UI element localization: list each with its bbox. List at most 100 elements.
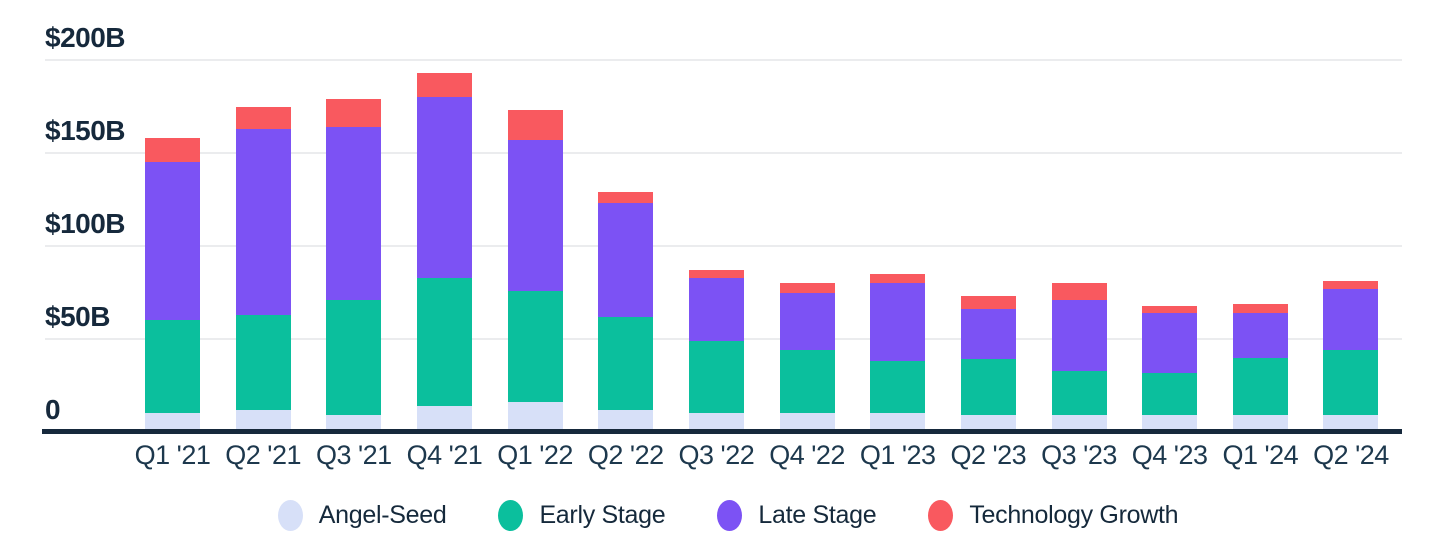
x-axis-line — [42, 429, 1402, 434]
bar-segment-early-stage — [416, 277, 472, 406]
bar-segment-late-stage — [598, 203, 654, 317]
x-axis-tick-label: Q2 '22 — [587, 440, 664, 470]
bar-q3-22 — [688, 270, 744, 432]
bar-segment-late-stage — [779, 292, 835, 351]
x-axis-tick-label: Q2 '23 — [950, 440, 1027, 470]
bar-segment-technology-growth — [416, 73, 472, 98]
bar-segment-late-stage — [1323, 288, 1379, 351]
bar-segment-angel-seed — [326, 415, 382, 432]
bar-q2-22 — [598, 192, 654, 432]
bar-segment-angel-seed — [1051, 415, 1107, 432]
bar-segment-angel-seed — [507, 402, 563, 432]
bar-segment-late-stage — [507, 140, 563, 291]
bar-segment-technology-growth — [1051, 283, 1107, 300]
bar-segment-late-stage — [145, 162, 200, 321]
bar-segment-technology-growth — [598, 192, 654, 204]
legend-item-early-stage: Early Stage — [498, 500, 666, 531]
bar-segment-late-stage — [1051, 299, 1107, 371]
bar-segment-technology-growth — [507, 110, 563, 140]
x-axis-tick-label: Q1 '22 — [497, 440, 573, 470]
bar-segment-late-stage — [326, 126, 382, 300]
bar-segment-early-stage — [1323, 350, 1379, 416]
bar-segment-early-stage — [507, 290, 563, 403]
bar-segment-angel-seed — [235, 409, 291, 432]
bar-q1-23 — [870, 273, 926, 432]
x-axis-tick-label: Q1 '23 — [859, 440, 936, 470]
bar-q2-24 — [1323, 281, 1379, 432]
bar-segment-early-stage — [598, 316, 654, 410]
bar-segment-technology-growth — [1232, 303, 1288, 313]
legend-swatch-icon — [928, 500, 954, 531]
y-axis-tick-label: $200B — [45, 22, 126, 53]
y-axis-tick-label: $150B — [45, 115, 126, 146]
bar-q2-21 — [235, 106, 291, 432]
bar-segment-angel-seed — [1323, 415, 1379, 432]
bar-segment-early-stage — [688, 340, 744, 414]
legend-label: Technology Growth — [969, 501, 1179, 529]
bar-segment-angel-seed — [598, 409, 654, 432]
bar-segment-late-stage — [235, 128, 291, 315]
bar-segment-late-stage — [416, 97, 472, 278]
legend-label: Late Stage — [758, 501, 877, 529]
chart-legend: Angel-Seed Early Stage Late Stage Technolog… — [0, 500, 1456, 531]
bar-q1-22 — [507, 110, 563, 432]
bar-q1-21 — [145, 138, 200, 432]
bar-segment-early-stage — [145, 320, 200, 414]
x-axis-tick-label: Q2 '24 — [1313, 440, 1389, 470]
bar-segment-technology-growth — [326, 99, 382, 127]
bar-segment-early-stage — [1232, 357, 1288, 416]
bar-segment-technology-growth — [1142, 305, 1198, 313]
legend-label: Early Stage — [539, 501, 666, 529]
legend-swatch-icon — [717, 500, 743, 531]
bar-segment-early-stage — [960, 359, 1016, 416]
legend-item-technology-growth: Technology Growth — [928, 500, 1179, 531]
x-axis-tick-label: Q4 '23 — [1131, 440, 1208, 470]
bar-segment-angel-seed — [870, 413, 926, 432]
x-axis-tick-label: Q4 '22 — [769, 440, 845, 470]
bar-segment-technology-growth — [145, 138, 200, 163]
bar-q4-22 — [779, 283, 835, 432]
x-axis-tick-label: Q4 '21 — [406, 440, 483, 470]
y-axis-tick-label: $50B — [45, 301, 110, 332]
bar-segment-early-stage — [326, 299, 382, 416]
legend-swatch-icon — [277, 500, 303, 531]
bar-segment-technology-growth — [779, 283, 835, 293]
bar-segment-late-stage — [1232, 312, 1288, 358]
bar-segment-early-stage — [1142, 372, 1198, 416]
bar-segment-technology-growth — [235, 106, 291, 129]
x-axis-tick-label: Q3 '21 — [315, 440, 392, 470]
bar-segment-late-stage — [1142, 312, 1198, 373]
bar-q2-23 — [960, 296, 1016, 432]
bar-segment-angel-seed — [688, 413, 744, 432]
gridline — [45, 59, 1402, 61]
legend-item-late-stage: Late Stage — [717, 500, 877, 531]
bar-q3-21 — [326, 99, 382, 432]
bar-q4-23 — [1142, 305, 1198, 432]
bar-segment-angel-seed — [779, 413, 835, 432]
gridline — [45, 152, 1402, 154]
y-axis-tick-label: $100B — [45, 208, 126, 239]
bar-segment-technology-growth — [870, 273, 926, 284]
legend-swatch-icon — [498, 500, 524, 531]
bar-q3-23 — [1051, 283, 1107, 432]
bar-segment-early-stage — [870, 361, 926, 414]
x-axis-tick-label: Q1 '24 — [1222, 440, 1299, 470]
bar-segment-angel-seed — [145, 413, 200, 432]
bar-q1-24 — [1232, 303, 1288, 432]
bar-segment-technology-growth — [960, 296, 1016, 310]
y-axis-tick-label: 0 — [45, 394, 61, 425]
bar-segment-angel-seed — [416, 405, 472, 432]
x-axis-tick-label: Q2 '21 — [225, 440, 301, 470]
bar-segment-angel-seed — [1142, 415, 1198, 432]
legend-item-angel-seed: Angel-Seed — [277, 500, 447, 531]
bar-segment-late-stage — [688, 277, 744, 341]
bar-segment-early-stage — [1051, 370, 1107, 416]
bar-q4-21 — [416, 73, 472, 432]
bar-segment-technology-growth — [688, 270, 744, 278]
bar-segment-angel-seed — [1232, 415, 1288, 432]
bar-segment-early-stage — [235, 314, 291, 410]
gridline — [45, 245, 1402, 247]
x-axis-tick-label: Q3 '23 — [1041, 440, 1117, 470]
x-axis-tick-label: Q1 '21 — [134, 440, 211, 470]
